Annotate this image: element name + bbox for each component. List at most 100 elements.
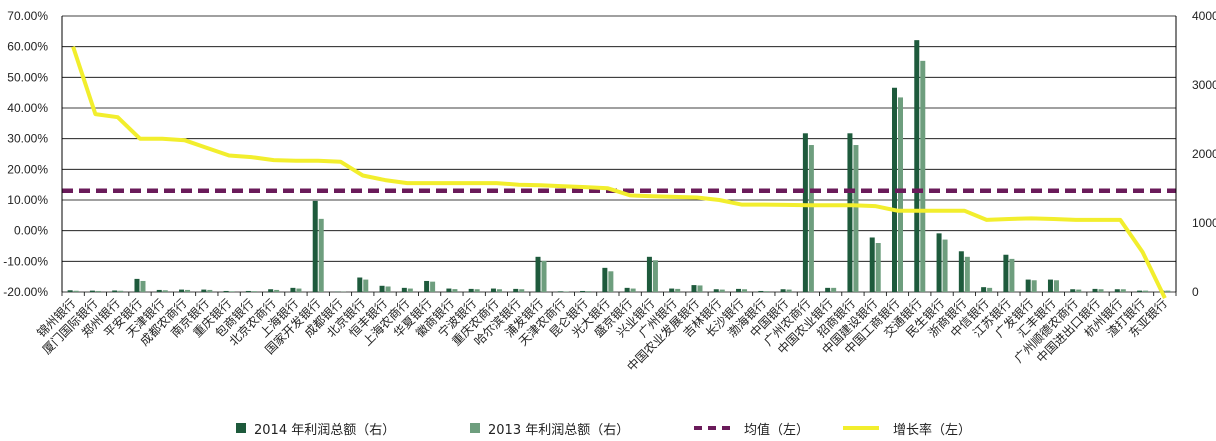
bar-2014 [179,289,185,292]
bar-2014 [401,287,407,292]
legend-item-2014: 2014 年利润总额（右） [236,418,395,438]
left-tick-label: 50.00% [7,70,48,84]
bar-2014 [312,200,318,292]
bar-2013 [185,289,191,292]
bar-2014 [624,287,630,292]
bar-2014 [424,280,430,292]
growth-rate-line [71,46,1167,299]
bar-2013 [452,289,458,292]
bar-2013 [296,288,302,292]
legend-label-2013: 2013 年利润总额（右） [488,422,630,438]
right-tick-label: 3000 [1192,78,1216,92]
left-tick-label: -20.00% [3,285,48,299]
bar-2014 [736,288,742,292]
bar-2013 [942,239,948,292]
legend-item-mean: 均值（左） [694,418,809,438]
line-series [62,46,1176,299]
right-tick-label: 0 [1192,285,1199,299]
left-tick-label: 40.00% [7,101,48,115]
bar-2014 [290,287,296,292]
legend-swatch-2014 [236,423,246,433]
legend-swatch-growth [843,426,879,430]
bar-2013 [162,290,168,292]
bar-2013 [1143,290,1149,292]
bar-2013 [251,291,257,292]
bar-2014 [535,256,541,292]
bar-2013 [407,288,413,292]
bar-2013 [229,291,235,292]
bar-2014 [490,288,496,292]
bar-2014 [67,290,73,292]
gridlines [62,15,1176,293]
bar-2013 [987,287,993,292]
bar-2013 [118,290,124,292]
legend-item-growth: 增长率（左） [843,418,971,438]
bar-2013 [73,290,79,292]
bar-2014 [1114,289,1120,292]
left-tick-label: 30.00% [7,132,48,146]
left-tick-label: 10.00% [7,193,48,207]
bar-2013 [563,291,569,292]
axes [61,16,1177,296]
right-tick-label: 1000 [1192,216,1216,230]
bar-2014 [1070,289,1076,292]
bar-2014 [892,87,897,292]
right-tick-label: 2000 [1192,147,1216,161]
bar-2014 [580,290,586,292]
bar-2014 [1003,254,1009,292]
bar-2014 [802,133,808,292]
bar-2013 [207,289,213,292]
bar-2013 [95,290,101,292]
bar-2014 [958,251,964,292]
left-tick-label: -10.00% [3,254,48,268]
bar-2014 [268,289,274,292]
left-axis-ticks: -20.00% -10.00% 0.00% 10.00% 20.00% 30.00% 40.… [3,9,48,299]
bar-2013 [786,289,792,292]
bar-2013 [808,145,814,292]
bar-2014 [847,133,853,292]
bar-2013 [920,60,926,292]
bar-2014 [468,288,474,292]
bar-2013 [764,291,770,292]
bar-2013 [964,256,970,292]
legend-swatch-2013 [470,423,480,433]
bar-2014 [357,277,363,292]
bar-2013 [853,145,859,292]
bar-2014 [1137,290,1143,292]
bar-2014 [1092,288,1098,292]
bar-2014 [713,289,719,292]
bar-2014 [646,256,652,292]
bar-2013 [1120,289,1126,292]
bar-2014 [981,287,987,292]
bar-2013 [318,218,324,292]
legend-label-mean: 均值（左） [744,422,810,438]
bar-2013 [652,260,658,292]
bar-2014 [869,237,875,292]
bar-2013 [496,289,502,292]
legend-item-2013: 2013 年利润总额（右） [470,418,629,438]
bar-2013 [1098,289,1104,292]
bar-2013 [519,289,525,292]
bar-2013 [719,289,725,292]
bar-2014 [602,267,608,292]
bar-2014 [691,285,697,292]
bar-2013 [1053,280,1059,292]
bar-2014 [156,289,162,292]
bar-2013 [474,289,480,292]
bar-2014 [112,290,118,292]
legend-label-growth: 增长率（左） [893,422,972,438]
bar-2013 [274,289,280,292]
bar-2014 [825,287,831,292]
bar-2013 [430,281,436,292]
bar-2014 [89,290,95,292]
bar-2014 [513,288,519,292]
bar-2013 [1031,280,1037,292]
bar-2013 [140,280,146,292]
bar-2013 [541,260,547,292]
bar-2013 [630,288,636,292]
bar-2013 [742,289,748,292]
bar-2014 [669,288,675,292]
bar-2013 [675,288,681,292]
bar-2014 [379,285,385,292]
